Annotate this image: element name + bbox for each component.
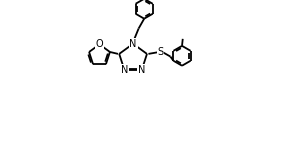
Text: N: N <box>129 39 137 49</box>
Text: N: N <box>121 65 128 75</box>
Text: O: O <box>96 39 103 49</box>
Text: S: S <box>157 47 164 57</box>
Text: N: N <box>138 65 146 75</box>
